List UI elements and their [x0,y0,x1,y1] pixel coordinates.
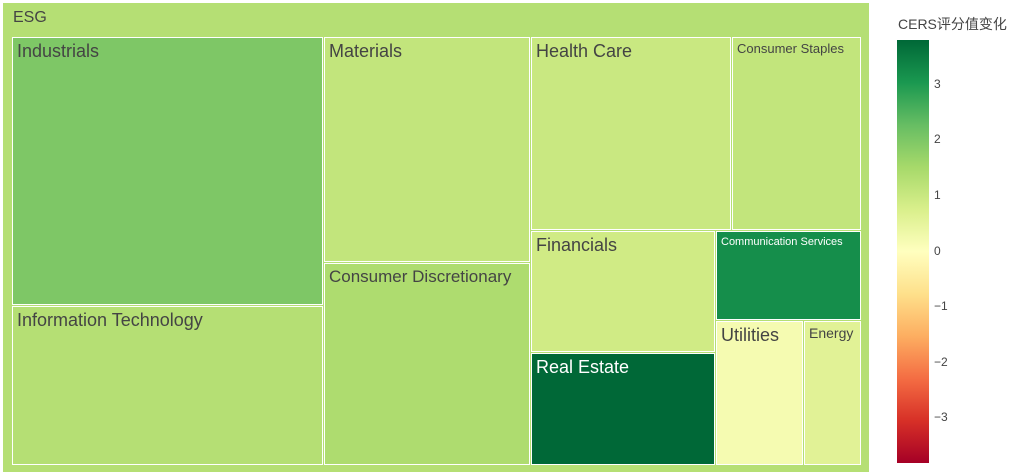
treemap-tile-utilities[interactable]: Utilities [716,321,803,465]
treemap-label-health-care: Health Care [536,41,633,61]
colorbar-tick-label: 2 [934,132,941,147]
colorbar-gradient [897,40,929,463]
colorbar-tick-label: −1 [934,299,948,314]
colorbar-tick-label: 0 [934,243,941,258]
treemap-tile-materials[interactable]: Materials [324,37,530,262]
treemap-label-consumer-staples: Consumer Staples [737,41,844,56]
treemap-label-financials: Financials [536,235,618,255]
treemap-tile-industrials[interactable]: Industrials [12,37,323,305]
treemap-tile-real-estate[interactable]: Real Estate [531,353,715,465]
treemap-tile-health-care[interactable]: Health Care [531,37,731,230]
treemap-label-esg: ESG [13,9,47,26]
colorbar-tick-label: 1 [934,187,941,202]
treemap-label-consumer-discretionary: Consumer Discretionary [329,267,512,286]
treemap-label-materials: Materials [329,41,403,61]
treemap-label-real-estate: Real Estate [536,357,630,377]
treemap-label-communication-services: Communication Services [721,236,843,248]
treemap-label-information-technology: Information Technology [17,310,203,330]
colorbar-title: CERS评分值变化 [898,16,1007,32]
colorbar-tick-label: 3 [934,76,941,91]
colorbar-tick-label: −3 [934,410,948,425]
treemap-tile-information-technology[interactable]: Information Technology [12,306,323,465]
treemap-label-utilities: Utilities [721,325,780,345]
treemap-label-energy: Energy [809,325,854,341]
colorbar-tick-label: −2 [934,354,948,369]
treemap-tile-consumer-discretionary[interactable]: Consumer Discretionary [324,263,530,465]
treemap-label-industrials: Industrials [17,41,100,61]
treemap-tile-financials[interactable]: Financials [531,231,715,352]
treemap-tile-energy[interactable]: Energy [804,321,861,465]
treemap-tile-consumer-staples[interactable]: Consumer Staples [732,37,861,230]
treemap-tile-communication-services[interactable]: Communication Services [716,231,861,320]
